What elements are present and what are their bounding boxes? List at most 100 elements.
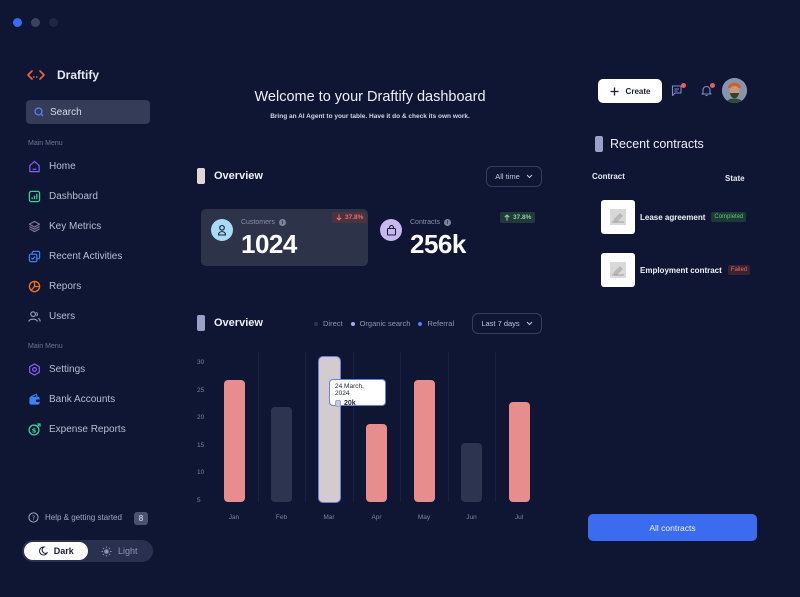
stat-value: 256k <box>410 229 466 259</box>
main-menu-nav: Home Dashboard Key Metrics Recent Activi… <box>28 151 122 331</box>
plus-icon <box>610 87 619 95</box>
avatar-image <box>722 78 747 103</box>
window-close-button[interactable] <box>13 18 22 27</box>
search-placeholder: Search <box>50 106 82 118</box>
arrow-down-icon <box>336 214 342 221</box>
bar-jul[interactable] <box>508 401 530 502</box>
chart-tooltip: 24 March, 2024 20k <box>329 379 386 407</box>
chevron-down-icon <box>526 174 533 179</box>
x-axis-label: Jan <box>228 514 240 521</box>
change-badge-down: 37.8% <box>332 212 368 223</box>
messages-button[interactable] <box>671 83 686 98</box>
overview-header: Overview <box>197 168 263 184</box>
contract-row-lease[interactable]: Lease agreement Completed <box>601 200 747 234</box>
document-icon <box>601 253 635 287</box>
bar-may[interactable] <box>413 379 435 502</box>
tooltip-date: 24 March, 2024 <box>335 383 364 397</box>
stat-label: Contracts i <box>410 219 451 226</box>
legend-item-organic-search[interactable]: Organic search <box>350 319 410 328</box>
grid-line <box>305 352 307 502</box>
message-icon <box>671 85 682 97</box>
column-header-contract: Contract <box>592 172 625 181</box>
search-icon <box>34 107 44 117</box>
recent-contracts-header: Recent contracts <box>595 136 704 152</box>
status-badge: Completed <box>711 212 747 222</box>
sidebar-item-recent-activities[interactable]: Recent Activities <box>28 241 122 271</box>
sidebar-item-expense-reports[interactable]: $ Expense Reports <box>28 414 126 444</box>
stat-value: 1024 <box>241 229 297 259</box>
y-axis-tick: 25 <box>197 386 205 394</box>
window-minimize-button[interactable] <box>31 18 40 27</box>
sidebar-item-home[interactable]: Home <box>28 151 122 181</box>
bell-icon <box>701 85 712 97</box>
grid-line <box>257 352 259 502</box>
bar-jun[interactable] <box>461 443 482 502</box>
overview-range-dropdown[interactable]: All time <box>486 166 542 187</box>
page-title: Welcome to your Draftify dashboard <box>254 89 486 105</box>
code-brackets-icon <box>27 70 45 80</box>
help-link[interactable]: ? Help & getting started <box>28 512 122 523</box>
section-label-main-menu-2: Main Menu <box>28 343 63 350</box>
notifications-button[interactable] <box>700 83 715 98</box>
svg-text:?: ? <box>32 514 35 522</box>
brand-name: Draftify <box>57 68 100 82</box>
user-avatar[interactable] <box>722 78 747 103</box>
sidebar-item-reports[interactable]: Repors <box>28 271 122 301</box>
create-button[interactable]: Create <box>598 79 662 103</box>
x-axis-label: Mar <box>323 514 335 521</box>
stat-card-contracts[interactable]: Contracts i 256k 37.8% <box>370 209 537 266</box>
sun-icon <box>101 546 112 556</box>
recent-contracts-title: Recent contracts <box>610 137 704 151</box>
info-icon[interactable]: i <box>278 219 286 226</box>
home-icon <box>29 160 40 172</box>
copy-check-icon <box>28 250 41 262</box>
user-icon <box>211 219 233 241</box>
help-count-badge: 8 <box>134 512 148 525</box>
contract-row-employment[interactable]: Employment contract Failed <box>601 253 751 287</box>
section-marker <box>197 168 205 184</box>
wallet-icon <box>29 393 40 405</box>
welcome-header: Welcome to your Draftify dashboard Bring… <box>230 89 510 120</box>
bell-notification-dot <box>710 83 715 88</box>
section-label-main-menu: Main Menu <box>28 140 63 147</box>
legend-item-direct[interactable]: Direct <box>314 319 343 328</box>
traffic-range-dropdown[interactable]: Last 7 days <box>472 313 542 334</box>
legend-item-referral[interactable]: Referral <box>418 319 454 328</box>
window-controls <box>13 18 58 27</box>
sidebar-item-dashboard[interactable]: Dashboard <box>28 181 122 211</box>
sidebar-item-bank-accounts[interactable]: Bank Accounts <box>28 384 126 414</box>
sidebar-item-users[interactable]: Users <box>28 301 122 331</box>
bar-apr[interactable] <box>366 423 387 502</box>
traffic-overview-header: Overview <box>197 315 263 331</box>
bar-feb[interactable] <box>271 407 292 502</box>
bar-chart: 30 25 20 15 10 5 Jan Feb Mar Apr May Jun Jul <box>190 350 545 530</box>
theme-light-option[interactable]: Light <box>88 542 152 560</box>
column-header-state: State <box>725 174 745 183</box>
dollar-circle-icon: $ <box>28 422 41 436</box>
info-icon[interactable]: i <box>443 219 451 226</box>
arrow-up-icon <box>504 214 510 221</box>
document-icon <box>601 200 635 234</box>
all-contracts-button[interactable]: All contracts <box>588 514 757 541</box>
brand[interactable]: Draftify <box>27 68 99 82</box>
sidebar-item-key-metrics[interactable]: Key Metrics <box>28 211 122 241</box>
tooltip-swatch <box>335 400 341 407</box>
shopping-bag-icon <box>380 219 402 241</box>
layers-icon <box>28 220 41 232</box>
help-icon: ? <box>28 512 39 523</box>
section-marker <box>595 136 603 152</box>
window-maximize-button[interactable] <box>49 18 58 27</box>
grid-line <box>352 352 354 502</box>
svg-text:$: $ <box>32 426 37 434</box>
bar-jan[interactable] <box>223 379 245 502</box>
y-axis-tick: 10 <box>197 469 205 477</box>
traffic-overview-title: Overview <box>214 317 263 329</box>
sidebar-item-settings[interactable]: Settings <box>28 354 126 384</box>
stat-card-customers[interactable]: Customers i 1024 37.8% <box>201 209 368 266</box>
search-input[interactable]: Search <box>26 100 150 124</box>
y-axis-tick: 20 <box>197 414 205 422</box>
y-axis-tick: 30 <box>197 359 205 366</box>
page-subtitle: Bring an AI Agent to your table. Have it… <box>270 113 470 120</box>
theme-dark-option[interactable]: Dark <box>24 542 88 560</box>
users-icon <box>28 310 41 322</box>
